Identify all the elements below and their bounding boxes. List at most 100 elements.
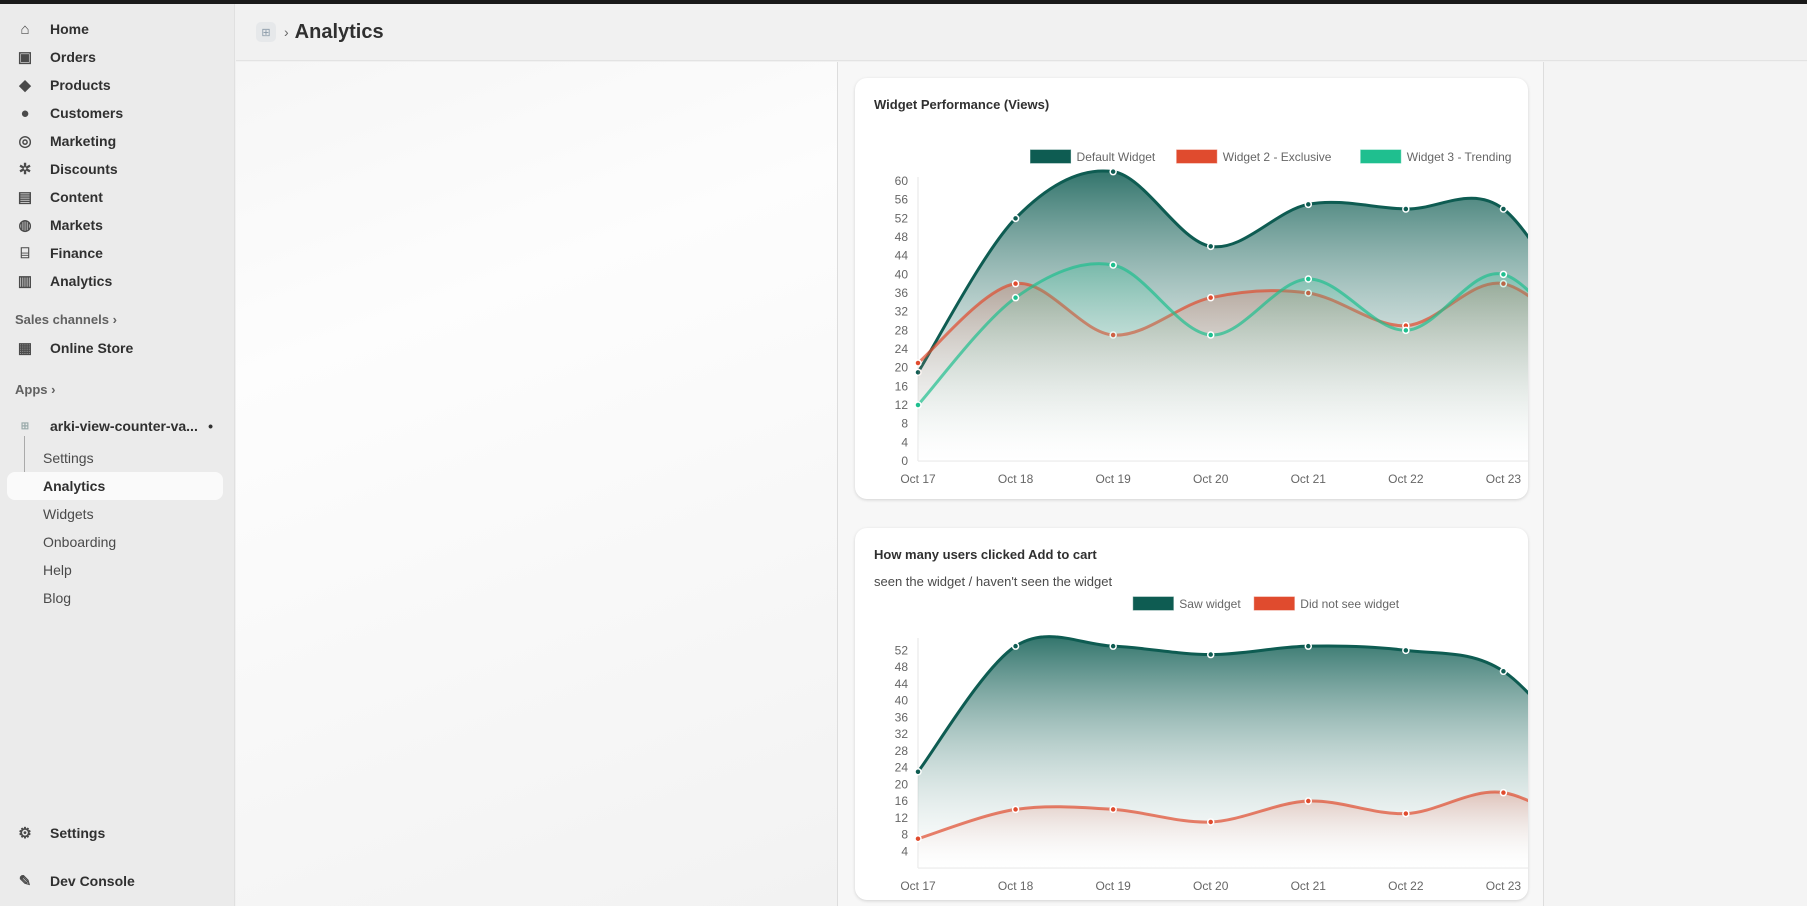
data-point: [1403, 206, 1409, 212]
add-to-cart-card: How many users clicked Add to cart seen …: [855, 528, 1528, 900]
sidebar-item-dev-console[interactable]: ✎Dev Console: [7, 867, 223, 895]
x-tick-label: Oct 17: [900, 472, 936, 486]
app-icon: ⊞: [16, 421, 34, 432]
y-tick-label: 48: [895, 230, 909, 244]
y-tick-label: 24: [895, 761, 909, 775]
legend-label: Did not see widget: [1300, 597, 1399, 611]
sidebar-item-label: arki-view-counter-va...: [50, 418, 198, 434]
y-tick-label: 4: [901, 435, 908, 449]
sidebar-item-marketing[interactable]: ◎ Marketing: [7, 127, 223, 155]
sales-channels-header[interactable]: Sales channels ›: [15, 312, 117, 327]
sidebar-item-online-store[interactable]: ▦Online Store: [7, 334, 223, 362]
data-point: [1305, 798, 1311, 804]
x-tick-label: Oct 18: [998, 879, 1034, 893]
target-icon: ◎: [16, 132, 34, 150]
legend-swatch: [1031, 150, 1071, 163]
y-tick-label: 32: [895, 305, 909, 319]
sidebar-item-app[interactable]: ⊞arki-view-counter-va...•: [7, 412, 223, 440]
app-subitem-onboarding[interactable]: Onboarding: [7, 528, 223, 556]
data-point: [1305, 643, 1311, 649]
sidebar-item-discounts[interactable]: ✲Discounts: [7, 155, 223, 183]
discount-icon: ✲: [16, 160, 34, 178]
app-icon[interactable]: ⊞: [256, 22, 276, 42]
data-point: [1500, 271, 1506, 277]
y-tick-label: 20: [895, 361, 909, 375]
data-point: [915, 360, 921, 366]
sidebar-item-label: Home: [50, 21, 89, 37]
breadcrumb-chevron-icon: ›: [284, 24, 289, 40]
data-point: [1110, 643, 1116, 649]
y-tick-label: 24: [895, 342, 909, 356]
x-tick-label: Oct 19: [1095, 879, 1131, 893]
y-tick-label: 4: [901, 844, 908, 858]
sidebar-item-label: Settings: [43, 450, 94, 466]
data-point: [1500, 790, 1506, 796]
page-header: ⊞ › Analytics: [236, 4, 1807, 61]
sidebar-item-finance[interactable]: ⌸Finance: [7, 239, 223, 267]
y-tick-label: 0: [901, 454, 908, 468]
y-tick-label: 16: [895, 379, 909, 393]
data-point: [1403, 327, 1409, 333]
legend-swatch: [1254, 597, 1294, 610]
legend-swatch: [1133, 597, 1173, 610]
legend-label: Widget 3 - Trending: [1407, 150, 1512, 164]
legend-swatch: [1361, 150, 1401, 163]
sidebar-item-settings[interactable]: ⚙ Settings: [7, 819, 223, 847]
data-point: [1208, 332, 1214, 338]
legend-label: Saw widget: [1179, 597, 1241, 611]
x-tick-label: Oct 20: [1193, 879, 1229, 893]
y-tick-label: 36: [895, 286, 909, 300]
widget-performance-card: Widget Performance (Views) Default Widge…: [855, 78, 1528, 499]
app-subitem-settings[interactable]: Settings: [7, 444, 223, 472]
gear-icon: ⚙: [16, 824, 34, 842]
background-left: [236, 62, 837, 906]
data-point: [1208, 295, 1214, 301]
apps-header[interactable]: Apps ›: [15, 382, 55, 397]
x-tick-label: Oct 19: [1095, 472, 1131, 486]
data-point: [1500, 206, 1506, 212]
data-point: [1013, 806, 1019, 812]
bank-icon: ⌸: [16, 245, 34, 262]
home-icon: ⌂: [16, 21, 34, 38]
widget-performance-chart: Default WidgetWidget 2 - ExclusiveWidget…: [855, 78, 1528, 499]
sidebar-item-products[interactable]: ◆Products: [7, 71, 223, 99]
app-subitem-analytics[interactable]: Analytics: [7, 472, 223, 500]
inbox-icon: ▣: [16, 48, 34, 66]
y-tick-label: 44: [895, 677, 909, 691]
data-point: [1403, 811, 1409, 817]
sidebar-item-home[interactable]: ⌂ Home: [7, 15, 223, 43]
app-subitem-widgets[interactable]: Widgets: [7, 500, 223, 528]
sidebar-item-orders[interactable]: ▣Orders: [7, 43, 223, 71]
globe-icon: ◍: [16, 216, 34, 234]
sidebar-item-customers[interactable]: ●Customers: [7, 99, 223, 127]
data-point: [1305, 276, 1311, 282]
sidebar-item-markets[interactable]: ◍Markets: [7, 211, 223, 239]
sidebar-item-label: Marketing: [50, 133, 116, 149]
app-subitem-help[interactable]: Help: [7, 556, 223, 584]
data-point: [1013, 643, 1019, 649]
card-title: How many users clicked Add to cart: [874, 547, 1097, 562]
card-subtitle: seen the widget / haven't seen the widge…: [874, 574, 1112, 589]
y-tick-label: 28: [895, 323, 909, 337]
y-tick-label: 60: [895, 174, 909, 188]
sidebar-item-content[interactable]: ▤Content: [7, 183, 223, 211]
data-point: [1013, 215, 1019, 221]
data-point: [1110, 806, 1116, 812]
sidebar-item-label: Onboarding: [43, 534, 116, 550]
data-point: [1110, 262, 1116, 268]
legend-label: Default Widget: [1077, 150, 1156, 164]
legend-label: Widget 2 - Exclusive: [1223, 150, 1332, 164]
sidebar-item-analytics[interactable]: ▥Analytics: [7, 267, 223, 295]
y-tick-label: 44: [895, 249, 909, 263]
bar-chart-icon: ▥: [16, 272, 34, 290]
y-tick-label: 12: [895, 811, 909, 825]
data-point: [1208, 652, 1214, 658]
sidebar-item-label: Settings: [50, 825, 105, 841]
app-subitem-blog[interactable]: Blog: [7, 584, 223, 612]
page-title: Analytics: [295, 21, 384, 44]
sidebar-item-label: Customers: [50, 105, 123, 121]
y-tick-label: 8: [901, 828, 908, 842]
sidebar-item-label: Dev Console: [50, 873, 135, 889]
x-tick-label: Oct 22: [1388, 879, 1424, 893]
main-column: Widget Performance (Views) Default Widge…: [837, 62, 1544, 906]
